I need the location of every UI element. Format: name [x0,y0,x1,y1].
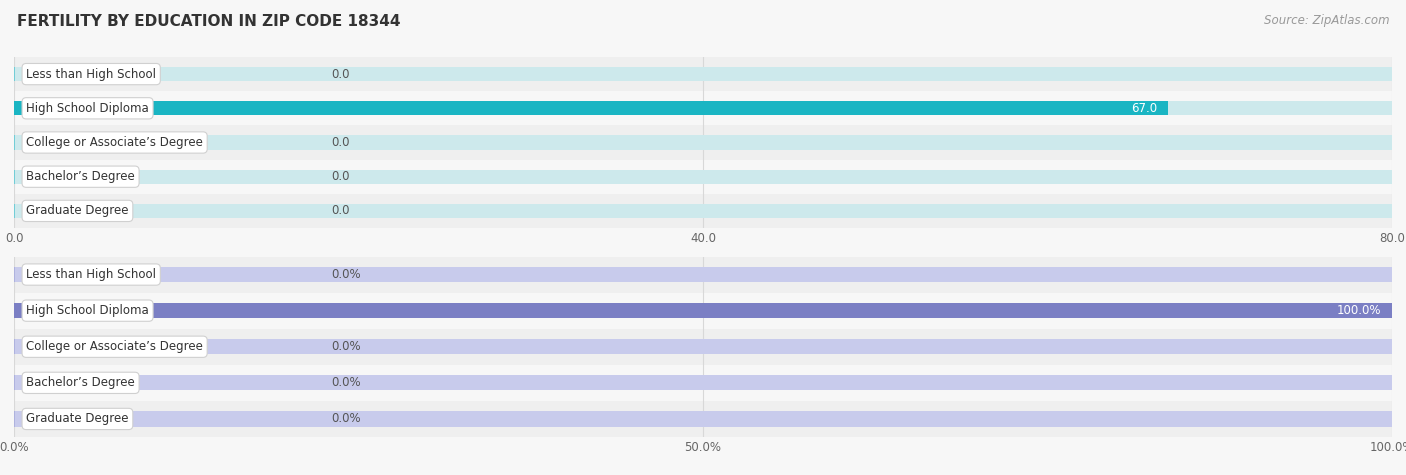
Text: 0.0: 0.0 [330,136,350,149]
Bar [14,339,1392,354]
Bar [14,160,1392,194]
Bar [14,170,1392,184]
Text: Source: ZipAtlas.com: Source: ZipAtlas.com [1264,14,1389,27]
Bar [14,135,1392,150]
Bar [14,303,1392,318]
Bar [14,329,1392,365]
Text: Less than High School: Less than High School [27,67,156,81]
Text: Graduate Degree: Graduate Degree [27,412,129,426]
Text: Bachelor’s Degree: Bachelor’s Degree [27,376,135,390]
Bar [14,293,1392,329]
Bar [14,125,1392,160]
Bar [14,101,1168,115]
Bar [14,256,1392,293]
Text: 0.0%: 0.0% [330,268,360,281]
Bar [14,57,1392,91]
Text: Less than High School: Less than High School [27,268,156,281]
Bar [14,91,1392,125]
Bar [14,411,1392,427]
Bar [14,365,1392,401]
Bar [14,267,1392,282]
Bar [14,101,1392,115]
Text: 0.0: 0.0 [330,67,350,81]
Text: High School Diploma: High School Diploma [27,102,149,115]
Text: 0.0: 0.0 [330,170,350,183]
Text: 0.0: 0.0 [330,204,350,218]
Text: Graduate Degree: Graduate Degree [27,204,129,218]
Bar [14,375,1392,390]
Bar [14,194,1392,228]
Text: 67.0: 67.0 [1130,102,1157,115]
Text: 0.0%: 0.0% [330,340,360,353]
Text: FERTILITY BY EDUCATION IN ZIP CODE 18344: FERTILITY BY EDUCATION IN ZIP CODE 18344 [17,14,401,29]
Text: College or Associate’s Degree: College or Associate’s Degree [27,136,202,149]
Bar [14,401,1392,437]
Text: 0.0%: 0.0% [330,412,360,426]
Text: 0.0%: 0.0% [330,376,360,390]
Text: College or Associate’s Degree: College or Associate’s Degree [27,340,202,353]
Bar [14,204,1392,218]
Bar [14,67,1392,81]
Text: 100.0%: 100.0% [1337,304,1381,317]
Text: High School Diploma: High School Diploma [27,304,149,317]
Bar [14,303,1392,318]
Text: Bachelor’s Degree: Bachelor’s Degree [27,170,135,183]
